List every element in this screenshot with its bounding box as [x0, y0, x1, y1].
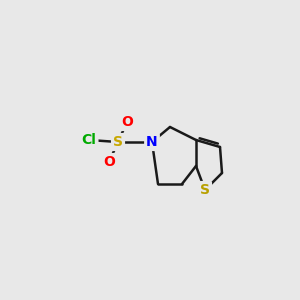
- Text: O: O: [103, 155, 115, 169]
- Text: N: N: [146, 135, 158, 149]
- Text: S: S: [113, 135, 123, 149]
- Text: S: S: [200, 183, 210, 197]
- Text: O: O: [121, 115, 133, 129]
- Text: Cl: Cl: [82, 133, 96, 147]
